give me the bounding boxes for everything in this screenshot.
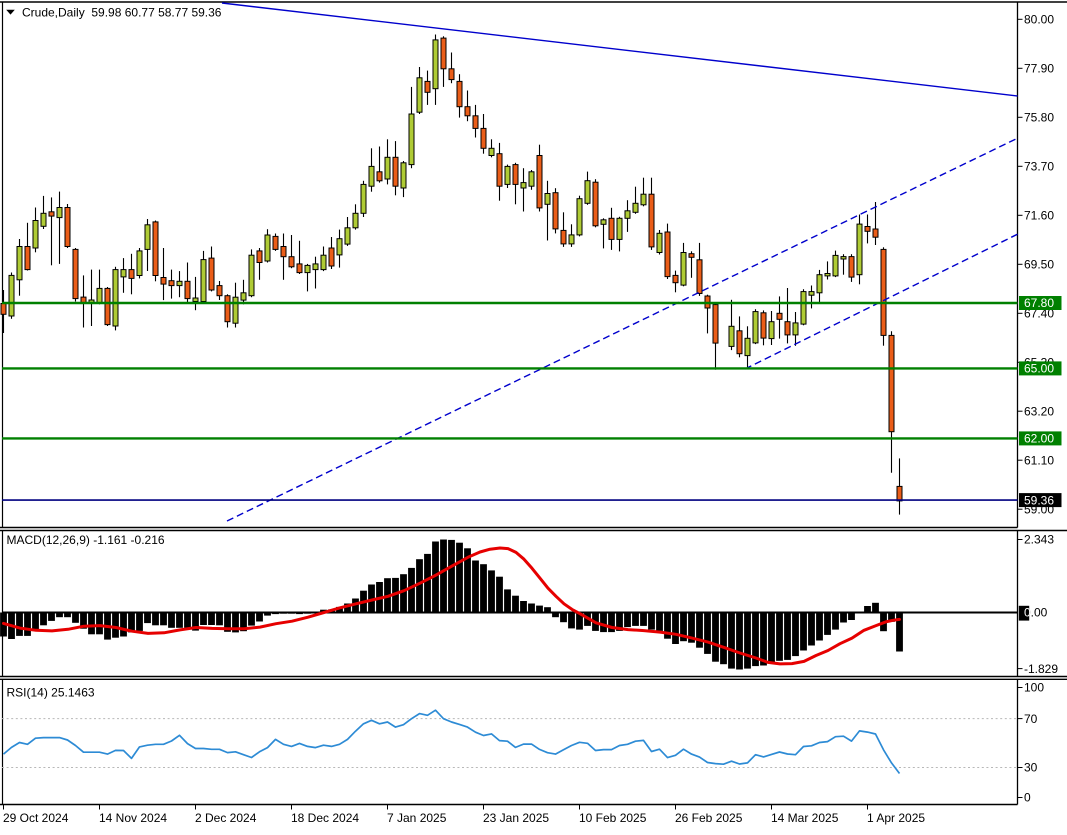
svg-text:23 Jan 2025: 23 Jan 2025 bbox=[483, 811, 549, 825]
svg-text:0.00: 0.00 bbox=[1024, 606, 1048, 620]
svg-text:14 Mar 2025: 14 Mar 2025 bbox=[771, 811, 839, 825]
svg-text:77.90: 77.90 bbox=[1024, 62, 1054, 76]
svg-text:7 Jan 2025: 7 Jan 2025 bbox=[387, 811, 447, 825]
svg-text:65.00: 65.00 bbox=[1024, 362, 1054, 376]
svg-text:0: 0 bbox=[1024, 606, 1031, 620]
svg-text:RSI(14) 25.1463: RSI(14) 25.1463 bbox=[7, 686, 95, 700]
svg-text:67.80: 67.80 bbox=[1024, 296, 1054, 310]
svg-text:18 Dec 2024: 18 Dec 2024 bbox=[291, 811, 359, 825]
svg-text:-1.829: -1.829 bbox=[1024, 662, 1058, 676]
svg-text:80.00: 80.00 bbox=[1024, 13, 1054, 27]
svg-text:14 Nov 2024: 14 Nov 2024 bbox=[99, 811, 167, 825]
svg-text:29 Oct 2024: 29 Oct 2024 bbox=[3, 811, 69, 825]
svg-text:30: 30 bbox=[1024, 761, 1038, 775]
svg-text:73.70: 73.70 bbox=[1024, 160, 1054, 174]
svg-text:69.50: 69.50 bbox=[1024, 258, 1054, 272]
svg-text:2.343: 2.343 bbox=[1024, 533, 1054, 547]
svg-text:0: 0 bbox=[1024, 791, 1031, 805]
svg-text:61.10: 61.10 bbox=[1024, 453, 1054, 467]
svg-text:75.80: 75.80 bbox=[1024, 111, 1054, 125]
svg-text:70: 70 bbox=[1024, 712, 1038, 726]
svg-text:62.00: 62.00 bbox=[1024, 432, 1054, 446]
svg-text:Crude,Daily 59.98 60.77 58.77: Crude,Daily 59.98 60.77 58.77 59.36 bbox=[22, 6, 222, 20]
svg-text:26 Feb 2025: 26 Feb 2025 bbox=[675, 811, 743, 825]
svg-text:59.36: 59.36 bbox=[1024, 493, 1054, 507]
svg-text:71.60: 71.60 bbox=[1024, 209, 1054, 223]
svg-text:2 Dec 2024: 2 Dec 2024 bbox=[195, 811, 257, 825]
svg-text:63.20: 63.20 bbox=[1024, 404, 1054, 418]
svg-text:MACD(12,26,9) -1.161 -0.216: MACD(12,26,9) -1.161 -0.216 bbox=[7, 533, 165, 547]
svg-text:1 Apr 2025: 1 Apr 2025 bbox=[867, 811, 925, 825]
svg-text:10 Feb 2025: 10 Feb 2025 bbox=[579, 811, 647, 825]
svg-text:100: 100 bbox=[1024, 681, 1044, 695]
